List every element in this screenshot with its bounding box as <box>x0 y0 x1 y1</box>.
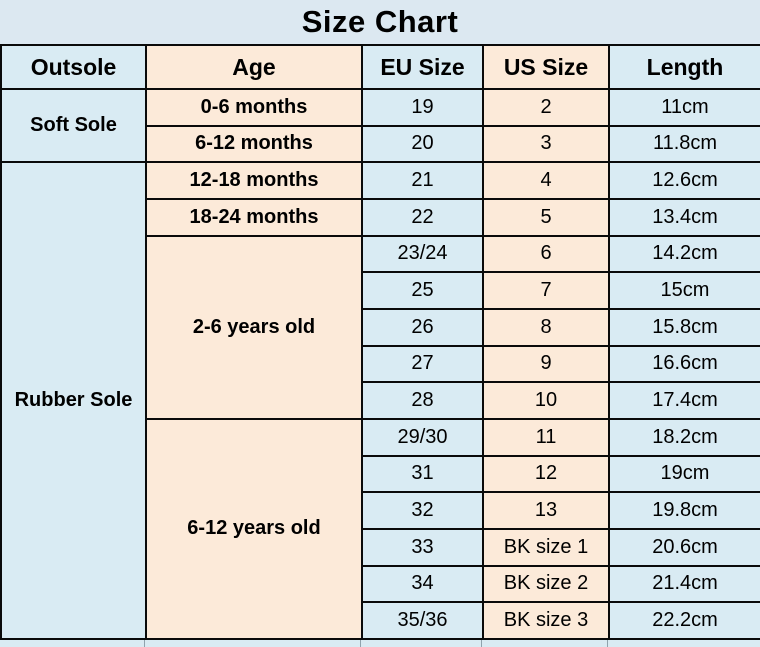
us-size-cell: 5 <box>482 197 610 237</box>
age-cell: 12-18 months <box>145 161 363 200</box>
column-header-length: Length <box>608 44 760 90</box>
eu-size-cell: 27 <box>361 344 484 384</box>
column-divider-line <box>607 640 608 647</box>
length-cell: 12.6cm <box>608 161 760 200</box>
table-row: 31 12 19cm <box>1 454 760 494</box>
eu-size-cell: 23/24 <box>361 234 484 274</box>
table-row: 32 13 19.8cm <box>1 491 760 530</box>
us-size-cell: 10 <box>482 381 610 420</box>
table-row: 6-12 years old 29/30 11 18.2cm <box>1 417 760 641</box>
length-cell: 11cm <box>608 88 760 127</box>
outsole-cell: Rubber Sole <box>0 161 147 640</box>
age-cell: 0-6 months <box>145 88 363 127</box>
length-cell: 18.2cm <box>608 417 760 457</box>
header-row: Outsole Age EU Size US Size Length <box>0 44 760 90</box>
table-row: 25 7 15cm <box>1 271 760 310</box>
age-cell: 6-12 years old <box>145 417 363 641</box>
table-row: 2-6 years old 23/24 6 14.2cm <box>1 234 760 420</box>
us-size-cell: 13 <box>482 491 610 530</box>
length-cell: 21.4cm <box>608 564 760 604</box>
table-row: 26 8 15.8cm <box>1 307 760 347</box>
length-cell: 15cm <box>608 271 760 310</box>
table-row: Rubber Sole 12-18 months 21 4 12.6cm <box>0 161 760 640</box>
eu-size-cell: 21 <box>361 161 484 200</box>
eu-size-cell: 34 <box>361 564 484 604</box>
age-cell: 2-6 years old <box>145 234 363 420</box>
table-header: Outsole Age EU Size US Size Length <box>0 44 760 90</box>
outsole-cell: Soft Sole <box>0 87 147 164</box>
us-size-cell: 4 <box>482 161 610 200</box>
table-row: Soft Sole 0-6 months 19 2 11cm <box>0 87 760 164</box>
column-header-eu-size: EU Size <box>361 44 484 90</box>
column-divider-line <box>360 640 361 647</box>
eu-size-cell: 25 <box>361 271 484 310</box>
column-header-age: Age <box>145 44 363 90</box>
table-row: 27 9 16.6cm <box>1 344 760 384</box>
eu-size-cell: 26 <box>361 307 484 347</box>
eu-size-cell: 33 <box>361 527 484 567</box>
table-body: Soft Sole 0-6 months 19 2 11cm 6-12 months 20 3… <box>0 87 760 641</box>
eu-size-cell: 29/30 <box>361 417 484 457</box>
us-size-cell: 11 <box>482 417 610 457</box>
age-cell: 18-24 months <box>145 197 363 237</box>
eu-size-cell: 35/36 <box>361 601 484 640</box>
column-divider-line <box>144 640 145 647</box>
length-cell: 19cm <box>608 454 760 494</box>
eu-size-cell: 19 <box>361 88 484 127</box>
bottom-strip <box>0 640 760 647</box>
us-size-cell: BK size 1 <box>482 527 610 567</box>
length-cell: 17.4cm <box>608 381 760 420</box>
length-cell: 20.6cm <box>608 527 760 567</box>
column-header-outsole: Outsole <box>0 44 147 90</box>
length-cell: 11.8cm <box>608 124 760 164</box>
size-chart-table: Outsole Age EU Size US Size Length Soft Sole… <box>0 44 760 641</box>
us-size-cell: 6 <box>482 234 610 274</box>
eu-size-cell: 20 <box>361 124 484 164</box>
table-row: 35/36 BK size 3 22.2cm <box>1 601 760 640</box>
length-cell: 16.6cm <box>608 344 760 384</box>
us-size-cell: 12 <box>482 454 610 494</box>
page-title: Size Chart <box>0 0 760 44</box>
table-row: 34 BK size 2 21.4cm <box>1 564 760 604</box>
table-row: 6-12 months 20 3 11.8cm <box>1 124 760 164</box>
table-row: 28 10 17.4cm <box>1 381 760 420</box>
column-header-us-size: US Size <box>482 44 610 90</box>
length-cell: 13.4cm <box>608 197 760 237</box>
eu-size-cell: 22 <box>361 197 484 237</box>
age-cell: 6-12 months <box>145 124 363 164</box>
table-row: 33 BK size 1 20.6cm <box>1 527 760 567</box>
us-size-cell: BK size 3 <box>482 601 610 640</box>
us-size-cell: 3 <box>482 124 610 164</box>
us-size-cell: 9 <box>482 344 610 384</box>
eu-size-cell: 31 <box>361 454 484 494</box>
length-cell: 14.2cm <box>608 234 760 274</box>
column-divider-line <box>481 640 482 647</box>
length-cell: 15.8cm <box>608 307 760 347</box>
eu-size-cell: 28 <box>361 381 484 420</box>
us-size-cell: 7 <box>482 271 610 310</box>
us-size-cell: BK size 2 <box>482 564 610 604</box>
us-size-cell: 8 <box>482 307 610 347</box>
us-size-cell: 2 <box>482 88 610 127</box>
eu-size-cell: 32 <box>361 491 484 530</box>
table-row: 18-24 months 22 5 13.4cm <box>1 197 760 237</box>
length-cell: 19.8cm <box>608 491 760 530</box>
length-cell: 22.2cm <box>608 601 760 640</box>
